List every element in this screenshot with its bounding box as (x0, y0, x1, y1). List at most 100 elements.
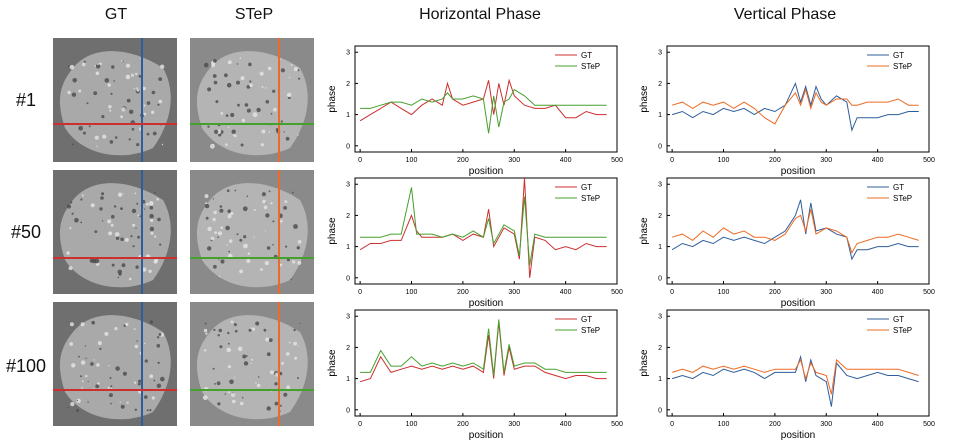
cell-texture-dot (272, 220, 275, 223)
cell-texture-dot (262, 199, 266, 204)
x-tick-label: 500 (923, 421, 935, 428)
cell-texture-dot (219, 345, 223, 349)
y-tick-label: 2 (658, 81, 662, 88)
cell-texture-dot (266, 246, 271, 250)
y-tick-label: 2 (346, 345, 350, 352)
cell-texture-dot (212, 217, 216, 222)
cell-texture-dot (107, 83, 111, 87)
cell-texture-dot (160, 376, 165, 382)
cell-texture-dot (121, 107, 126, 112)
cell-texture-dot (205, 202, 208, 205)
cell-texture-dot (117, 192, 123, 197)
cell-texture-dot (94, 65, 97, 67)
cell-texture-dot (299, 322, 301, 324)
cell-texture-dot (225, 143, 228, 146)
cell-texture-dot (230, 112, 235, 118)
cell-texture-dot (81, 380, 84, 383)
cell-texture-dot (138, 74, 142, 78)
cell-texture-dot (268, 131, 271, 133)
row-label-1: #1 (15, 90, 37, 110)
x-axis-label: position (469, 298, 503, 309)
cell-texture-dot (133, 381, 137, 384)
cell-texture-dot (108, 231, 113, 236)
cell-texture-dot (246, 258, 251, 264)
y-tick-label: 0 (658, 143, 662, 150)
cell-texture-dot (241, 118, 246, 123)
cell-texture-dot (224, 73, 228, 78)
cell-texture-dot (83, 60, 86, 63)
cell-texture-dot (110, 387, 113, 389)
cell-texture-dot (126, 401, 129, 404)
cell-texture-dot (214, 383, 216, 385)
cell-texture-dot (67, 90, 71, 95)
cell-texture-dot (256, 383, 261, 388)
cell-texture-dot (297, 345, 300, 347)
plot-frame (666, 177, 930, 285)
cell-texture-dot (204, 194, 209, 199)
cell-texture-dot (150, 231, 154, 235)
cell-texture-dot (96, 145, 98, 147)
cell-texture-dot (293, 224, 298, 229)
cell-body-shape (196, 183, 308, 288)
y-axis-label: phase (639, 349, 650, 377)
cell-texture-dot (90, 362, 94, 366)
x-tick-label: 200 (457, 289, 469, 296)
cell-texture-dot (137, 214, 140, 217)
cell-texture-dot (286, 352, 290, 356)
cell-texture-dot (85, 374, 88, 378)
cell-texture-dot (297, 377, 299, 379)
cell-texture-dot (114, 232, 120, 237)
cell-texture-dot (215, 100, 219, 104)
step-image-row-50 (190, 170, 314, 294)
cell-texture-dot (157, 103, 160, 106)
cell-texture-dot (226, 244, 229, 246)
cell-texture-dot (259, 71, 264, 76)
cell-texture-dot (142, 267, 147, 272)
x-tick-label: 500 (611, 289, 623, 296)
cell-texture-dot (233, 376, 236, 379)
x-tick-label: 200 (457, 157, 469, 164)
cell-texture-dot (253, 236, 255, 238)
y-tick-label: 1 (346, 112, 350, 119)
cell-texture-dot (292, 260, 296, 264)
cell-texture-dot (293, 341, 297, 346)
cell-texture-dot (205, 332, 208, 335)
cell-texture-dot (104, 331, 109, 336)
cell-texture-dot (110, 223, 114, 227)
column-title-vertical: Vertical Phase (733, 6, 837, 23)
cell-texture-dot (71, 92, 77, 97)
cell-texture-dot (229, 379, 234, 385)
cell-texture-dot (156, 383, 162, 388)
cell-texture-dot (93, 91, 98, 96)
cell-texture-dot (214, 231, 217, 234)
cell-texture-dot (232, 399, 236, 404)
column-title-horizontal: Horizontal Phase (419, 6, 541, 23)
y-tick-label: 2 (346, 81, 350, 88)
y-axis-label: phase (327, 217, 338, 245)
cell-texture-dot (236, 63, 239, 65)
cell-texture-dot (117, 276, 120, 279)
cell-texture-dot (279, 404, 282, 407)
x-tick-label: 0 (670, 421, 674, 428)
cell-texture-dot (158, 99, 163, 104)
y-tick-label: 3 (346, 314, 350, 321)
cell-texture-dot (84, 345, 87, 347)
cell-texture-dot (158, 333, 162, 336)
cell-texture-dot (153, 379, 156, 382)
cell-texture-dot (160, 64, 165, 69)
cell-texture-dot (283, 206, 287, 210)
cell-texture-dot (149, 409, 152, 412)
legend-label: STeP (893, 326, 912, 335)
cell-texture-dot (281, 361, 285, 365)
cell-texture-dot (243, 243, 248, 249)
cell-texture-dot (71, 143, 74, 146)
cell-texture-dot (249, 83, 253, 88)
cell-texture-dot (82, 131, 86, 135)
y-tick-label: 3 (346, 50, 350, 57)
x-tick-label: 0 (670, 157, 674, 164)
cell-texture-dot (95, 71, 100, 76)
cell-texture-dot (99, 207, 103, 211)
x-tick-label: 100 (406, 421, 418, 428)
legend-label: GT (893, 51, 904, 60)
column-title-step: STeP (234, 6, 274, 23)
